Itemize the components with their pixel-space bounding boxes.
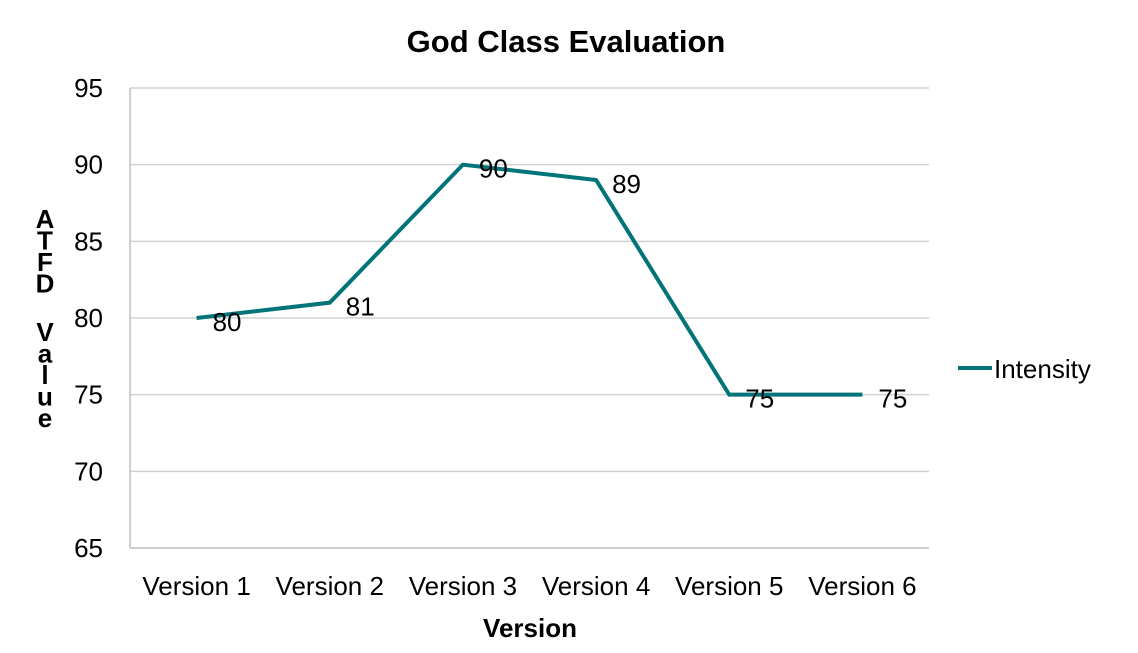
y-tick-label: 85 [74, 226, 103, 256]
y-tick-label: 90 [74, 150, 103, 180]
x-tick-label: Version 5 [675, 571, 783, 601]
data-label: 90 [479, 154, 508, 184]
y-axis-title: A T F D V a l u e [36, 204, 55, 433]
data-label: 81 [346, 292, 375, 322]
y-axis-ticks: 65 70 75 80 85 90 95 [74, 73, 103, 563]
data-label: 75 [745, 384, 774, 414]
x-tick-label: Version 4 [542, 571, 650, 601]
gridlines [129, 87, 929, 549]
series-layer [196, 162, 863, 397]
y-tick-label: 75 [74, 380, 103, 410]
data-label: 89 [612, 169, 641, 199]
y-tick-label: 80 [74, 303, 103, 333]
data-label: 75 [878, 384, 907, 414]
y-tick-label: 65 [74, 533, 103, 563]
legend: Intensity [958, 354, 1091, 384]
x-tick-label: Version 3 [409, 571, 517, 601]
chart-title: God Class Evaluation [407, 24, 726, 59]
x-tick-label: Version 1 [142, 571, 250, 601]
y-tick-label: 95 [74, 73, 103, 103]
legend-label: Intensity [994, 354, 1091, 384]
x-tick-label: Version 2 [276, 571, 384, 601]
data-label: 80 [213, 307, 242, 337]
y-tick-label: 70 [74, 456, 103, 486]
x-axis-ticks: Version 1 Version 2 Version 3 Version 4 Vers… [142, 571, 916, 601]
series-line-intensity [196, 162, 863, 397]
x-tick-label: Version 6 [808, 571, 916, 601]
x-axis-title: Version [483, 613, 577, 643]
data-labels: 80 81 90 89 75 75 [213, 154, 908, 414]
